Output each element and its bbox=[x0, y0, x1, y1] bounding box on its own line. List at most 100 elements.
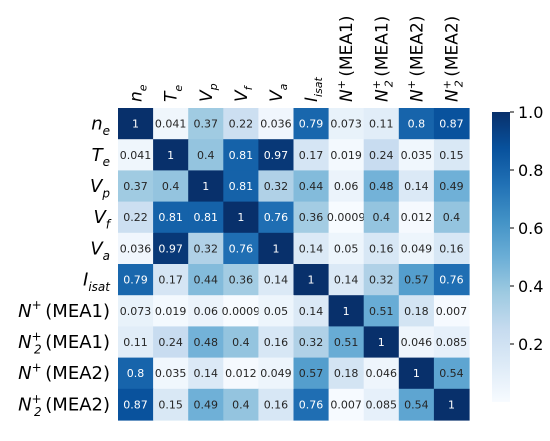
heatmap-cell bbox=[328, 201, 365, 234]
heatmap-cell bbox=[363, 357, 400, 390]
cell-value-label: 0.22 bbox=[229, 118, 254, 131]
cell-value-label: 0.14 bbox=[334, 274, 359, 287]
cell-value-label: 0.79 bbox=[123, 274, 148, 287]
heatmap-cell bbox=[293, 295, 330, 327]
cell-value-label: 0.007 bbox=[330, 398, 362, 411]
cell-value-label: 0.81 bbox=[158, 211, 183, 224]
cell-value-label: 0.11 bbox=[369, 118, 394, 131]
cell-value-label: 0.035 bbox=[401, 149, 433, 162]
heatmap-cell bbox=[363, 170, 400, 203]
heatmap-cell bbox=[118, 139, 154, 171]
heatmap-cell bbox=[328, 232, 365, 265]
heatmap-cell bbox=[188, 295, 224, 327]
colorbar-tick-label: 0.6 bbox=[518, 219, 543, 238]
heatmap-cell bbox=[398, 201, 435, 234]
cell-value-label: 0.16 bbox=[369, 242, 394, 255]
heatmap-cell bbox=[433, 232, 470, 265]
column-label: Vp bbox=[197, 83, 220, 102]
cell-value-label: 0.76 bbox=[439, 274, 464, 287]
cell-value-label: 0.48 bbox=[194, 336, 219, 349]
colorbar: 0.2 0.4 0.6 0.8 1.0 bbox=[492, 103, 543, 402]
cell-value-label: 0.79 bbox=[299, 118, 324, 131]
column-label: ne bbox=[127, 84, 150, 102]
cell-value-label: 0.16 bbox=[264, 336, 289, 349]
heatmap-cell bbox=[398, 232, 435, 265]
cell-value-label: 0.14 bbox=[264, 274, 289, 287]
heatmap-cell bbox=[188, 357, 224, 390]
cell-value-label: 0.012 bbox=[401, 211, 433, 224]
cell-value-label: 0.32 bbox=[264, 180, 289, 193]
row-label: Vp bbox=[90, 176, 110, 200]
heatmap-cell bbox=[398, 108, 435, 140]
heatmap-cell bbox=[258, 264, 295, 296]
heatmap-cell bbox=[223, 139, 259, 171]
cell-value-label: 0.36 bbox=[229, 274, 254, 287]
colorbar-tick-label: 0.2 bbox=[518, 335, 543, 354]
cell-value-label: 0.87 bbox=[439, 118, 464, 131]
heatmap-cell bbox=[118, 201, 154, 234]
row-label: N+ 2 (MEA1) bbox=[18, 329, 110, 356]
heatmap-cell bbox=[293, 388, 330, 421]
cell-value-label: 0.019 bbox=[155, 305, 187, 318]
cell-value-label: 0.036 bbox=[260, 118, 292, 131]
column-label: N+2 (MEA1) bbox=[370, 16, 395, 102]
cell-value-label: 0.036 bbox=[120, 242, 152, 255]
heatmap-cell bbox=[293, 139, 330, 171]
cell-value-label: 0.16 bbox=[264, 398, 289, 411]
heatmap-cell bbox=[433, 108, 470, 140]
cell-value-label: 0.4 bbox=[443, 211, 461, 224]
heatmap-cell bbox=[328, 108, 365, 140]
cell-value-label: 0.012 bbox=[225, 367, 257, 380]
heatmap-cell bbox=[433, 388, 470, 421]
cell-value-label: 0.4 bbox=[373, 211, 391, 224]
column-label: N+ (MEA2) bbox=[405, 16, 427, 102]
heatmap-cell bbox=[118, 232, 154, 265]
heatmap-cell bbox=[363, 264, 400, 296]
heatmap-cell bbox=[118, 264, 154, 296]
heatmap-cell bbox=[433, 139, 470, 171]
cell-value-label: 0.87 bbox=[123, 398, 148, 411]
heatmap-cell bbox=[153, 357, 189, 390]
cell-value-label: 0.32 bbox=[299, 336, 324, 349]
cell-value-label: 0.81 bbox=[229, 149, 254, 162]
cell-value-label: 0.24 bbox=[369, 149, 394, 162]
cell-value-label: 0.8 bbox=[408, 118, 426, 131]
heatmap-cell bbox=[433, 295, 470, 327]
heatmap-cell bbox=[328, 139, 365, 171]
heatmap-cell bbox=[153, 388, 189, 421]
cell-value-label: 0.97 bbox=[158, 242, 183, 255]
cell-value-label: 0.15 bbox=[439, 149, 464, 162]
heatmap-cell bbox=[258, 326, 295, 359]
heatmap-cell bbox=[118, 326, 154, 359]
heatmap-cell bbox=[153, 201, 189, 234]
cell-value-label: 0.06 bbox=[334, 180, 359, 193]
heatmap-cell bbox=[293, 201, 330, 234]
heatmap-cell bbox=[363, 139, 400, 171]
heatmap-cell bbox=[398, 357, 435, 390]
cell-value-label: 0.51 bbox=[369, 305, 394, 318]
cell-value-label: 0.17 bbox=[299, 149, 324, 162]
cell-value-label: 0.05 bbox=[264, 305, 289, 318]
column-labels: ne Te Vp Vf Va Iisat N+ (MEA1) N+2 (MEA1) N+ (ME… bbox=[127, 16, 466, 102]
heatmap-cell bbox=[398, 170, 435, 203]
cell-value-label: 0.76 bbox=[264, 211, 289, 224]
heatmap-cell bbox=[258, 357, 295, 390]
cell-value-label: 0.18 bbox=[334, 367, 359, 380]
heatmap-cell bbox=[223, 388, 259, 421]
row-label: Va bbox=[90, 238, 110, 262]
cell-value-label: 0.007 bbox=[436, 305, 468, 318]
cell-value-label: 0.0009 bbox=[327, 211, 366, 224]
cell-value-label: 0.073 bbox=[330, 118, 362, 131]
row-label: Vf bbox=[93, 207, 111, 231]
colorbar-tick-label: 0.4 bbox=[518, 277, 543, 296]
cell-value-label: 0.37 bbox=[194, 118, 219, 131]
cell-value-label: 0.44 bbox=[299, 180, 324, 193]
cell-value-label: 1 bbox=[308, 274, 315, 287]
heatmap-cell bbox=[153, 170, 189, 203]
column-label: N+ (MEA1) bbox=[335, 16, 357, 102]
row-label: N+ (MEA2) bbox=[18, 361, 110, 385]
heatmap-cell bbox=[153, 108, 189, 140]
cell-value-label: 0.0009 bbox=[222, 305, 261, 318]
heatmap-cell bbox=[153, 232, 189, 265]
cell-value-label: 0.049 bbox=[401, 242, 433, 255]
